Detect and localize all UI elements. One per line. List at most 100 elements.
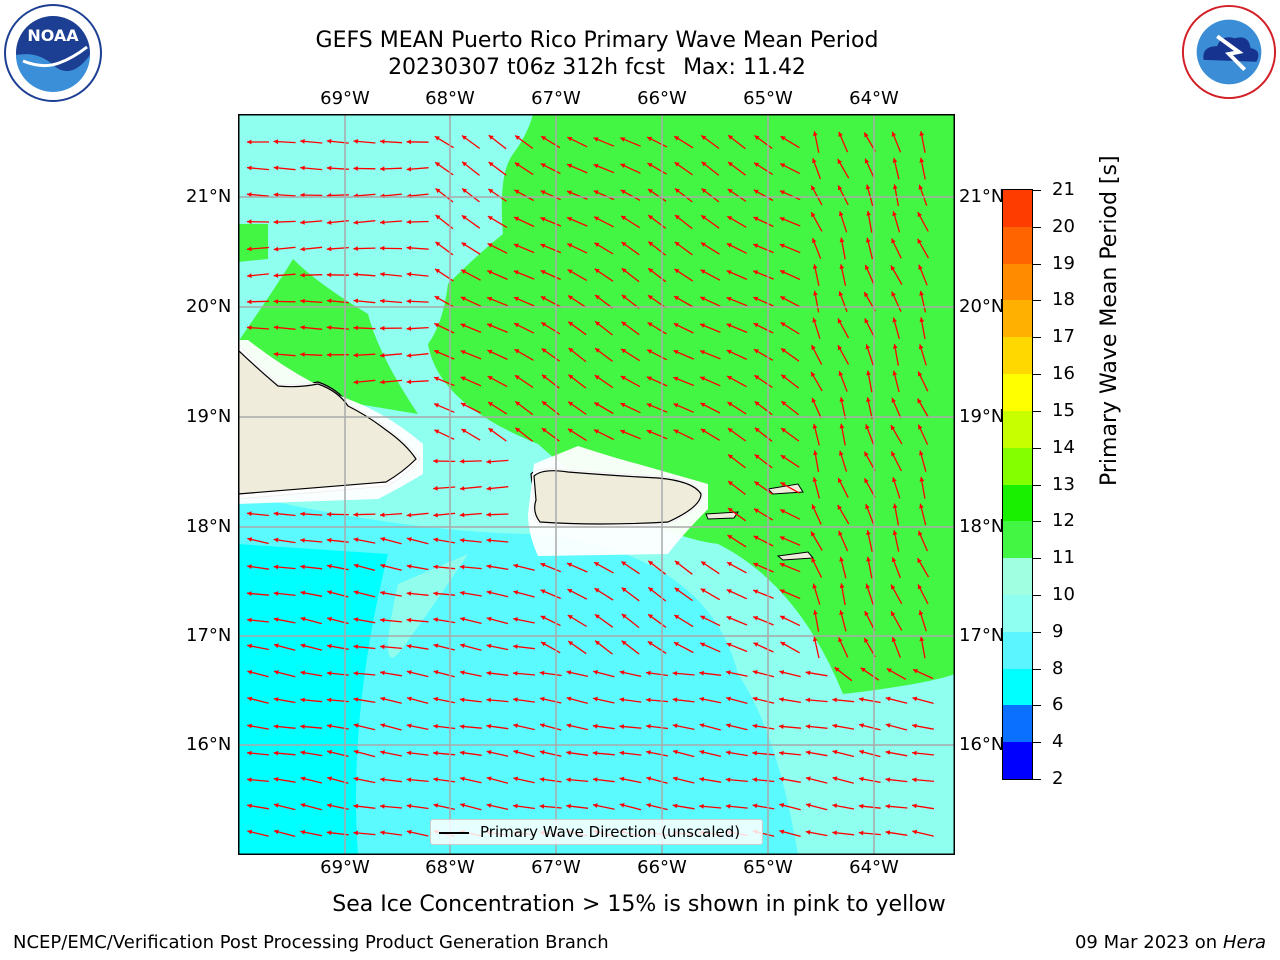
legend-label: Primary Wave Direction (unscaled) [480,823,741,841]
wave-direction-arrowhead [780,642,786,647]
wave-direction-arrowhead [726,696,731,702]
wave-direction-arrowhead [539,670,545,676]
wave-direction-arrowhead [805,670,811,676]
wave-direction-arrowhead [753,189,759,195]
wave-direction-arrowhead [273,219,279,225]
wave-direction-arrowhead [540,243,546,249]
wave-direction-arrowhead [912,803,917,809]
wave-direction-arrowhead [273,697,279,702]
wave-direction-arrowhead [859,749,864,755]
colorbar-tick-label: 18 [1052,289,1075,311]
lon-label-top: 66°W [637,88,687,109]
run-info: 20230307 t06z 312h fcst [388,55,666,80]
colorbar-segment [1003,742,1032,779]
wave-direction-arrowhead [805,830,811,835]
lon-label-top: 69°W [320,88,370,109]
wave-direction-arrowhead [919,290,924,296]
wave-direction-arrowhead [812,158,817,164]
wave-direction-arrowhead [487,216,493,221]
wave-direction-arrowhead [866,556,871,562]
wave-direction-arrowhead [566,696,572,702]
wave-direction-arrowhead [832,697,837,703]
wave-direction-arrowhead [326,697,332,703]
wave-direction-arrowhead [726,296,732,302]
wave-direction-arrowhead [433,617,439,623]
wave-direction-arrowhead [919,157,925,163]
wave-direction-arrowhead [541,322,547,327]
wave-direction-arrowhead [433,750,438,756]
wave-direction-arrowhead [673,429,679,434]
wave-direction-arrowhead [839,423,845,429]
noaa-logo: NOAA [4,4,102,102]
producer-credit: NCEP/EMC/Verification Post Processing Pr… [13,932,609,953]
lon-label-bottom: 64°W [849,857,899,878]
wave-direction-arrowhead [646,697,651,703]
wave-direction-arrowhead [865,237,871,243]
colorbar-tick-label: 10 [1052,583,1075,605]
wave-direction-arrowhead [300,165,305,171]
colorbar-tick [1033,521,1041,523]
wave-direction-arrowhead [353,749,359,755]
wave-direction-arrowhead [327,643,332,649]
wave-direction-arrowhead [433,696,439,702]
colorbar-tick [1033,631,1041,633]
lat-label-right: 18°N [959,516,1005,537]
wave-direction-arrowhead [699,749,705,755]
wave-direction-arrowhead [462,188,467,194]
wave-direction-arrowhead [919,636,925,642]
wave-direction-arrowhead [891,131,897,137]
wave-direction-arrowhead [380,670,385,676]
wave-direction-arrowhead [619,803,625,808]
wave-direction-arrowhead [566,803,571,809]
wave-direction-arrowhead [753,535,759,541]
wave-direction-arrowhead [864,478,869,484]
wave-direction-arrowhead [779,803,785,808]
wave-direction-arrowhead [247,696,253,702]
wave-direction-arrowhead [779,776,784,782]
wave-direction-arrowhead [406,245,412,251]
wave-direction-arrowhead [699,804,704,809]
wave-direction-arrowhead [754,427,760,433]
wave-direction-arrowhead [460,776,465,782]
wave-direction-arrowhead [326,511,332,517]
wave-direction-arrowhead [753,616,759,621]
wave-direction-arrowhead [567,428,573,434]
wave-direction-arrowhead [779,589,785,594]
wave-direction-arrowhead [353,352,358,358]
lat-label-left: 19°N [186,406,232,427]
wave-direction-arrowhead [672,671,678,676]
colorbar [1002,189,1033,780]
wave-direction-arrowhead [752,777,758,783]
wave-direction-arrowhead [274,643,279,649]
wave-direction-arrowhead [864,611,869,616]
wave-direction-arrowhead [727,376,733,381]
wave-direction-arrowhead [674,136,680,141]
wave-direction-arrowhead [891,291,896,297]
wave-direction-arrowhead [594,216,599,221]
wave-direction-arrowhead [646,750,651,755]
wave-direction-arrowhead [300,590,306,596]
wave-direction-arrowhead [460,670,465,675]
wave-direction-arrowhead [753,243,759,249]
wave-direction-arrowhead [726,349,732,355]
wave-direction-arrowhead [566,670,572,675]
wave-direction-arrowhead [433,564,438,570]
wave-direction-arrowhead [300,724,305,729]
wave-direction-arrowhead [541,374,547,380]
wave-direction-arrowhead [435,215,441,220]
wave-direction-arrowhead [805,750,811,755]
wave-direction-arrowhead [380,830,385,836]
wave-direction-arrowhead [919,503,924,509]
wave-direction-arrowhead [380,750,385,755]
wave-direction-arrowhead [326,138,332,144]
wave-direction-arrowhead [780,509,786,514]
wave-direction-arrowhead [487,349,493,355]
wave-direction-arrowhead [433,670,439,675]
wave-direction-arrowhead [726,270,732,275]
wave-direction-arrowhead [353,723,359,728]
wave-direction-arrowhead [780,270,785,275]
wave-direction-arrowhead [380,777,385,782]
lat-label-right: 21°N [959,186,1005,207]
render-date-text: 09 Mar 2023 on [1074,932,1218,953]
wave-direction-arrowhead [593,163,599,169]
